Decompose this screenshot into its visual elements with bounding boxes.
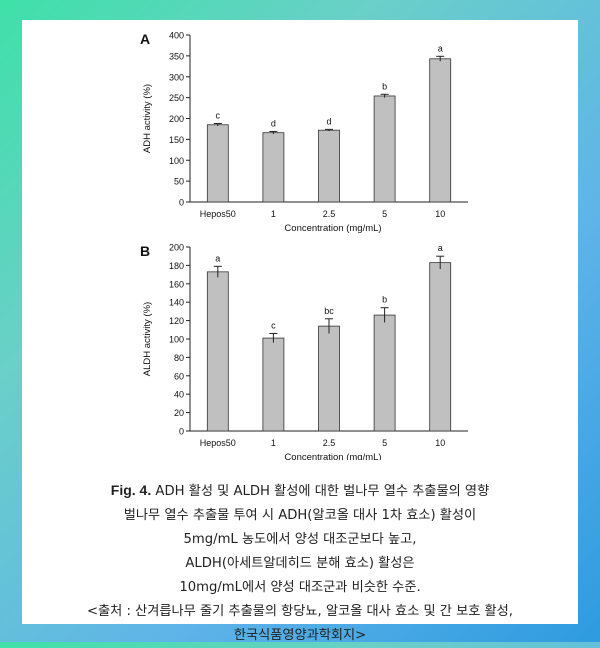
panel-label: A [140,31,150,47]
figure-label: Fig. 4. [110,482,152,498]
y-tick-label: 200 [169,114,184,124]
x-tick-label: Hepos50 [200,209,236,219]
bar [206,124,229,203]
x-tick-label: 10 [435,209,445,219]
caption-source-line: 한국식품영양과학회지> [233,628,367,643]
bar [206,271,229,432]
y-tick-label: 0 [179,427,184,437]
y-tick-label: 200 [169,243,184,253]
bar [318,129,340,203]
significance-letter: d [326,116,331,126]
significance-letter: a [438,243,443,253]
caption-title: ADH 활성 및 ALDH 활성에 대한 벌나무 열수 추출물의 영향 [151,484,490,499]
significance-letter: bc [324,306,334,316]
bar [262,337,285,432]
x-tick-label: 1 [271,438,276,448]
x-axis-title: Concentration (mg/mL) [284,223,381,234]
panel-label: B [140,243,150,259]
bar [429,262,452,432]
y-tick-label: 0 [179,198,184,208]
significance-letter: a [438,43,443,53]
bar [262,132,285,203]
y-tick-label: 100 [169,335,184,345]
y-tick-label: 250 [169,93,184,103]
y-tick-label: 150 [169,135,184,145]
caption-title-line: Fig. 4. ADH 활성 및 ALDH 활성에 대한 벌나무 열수 추출물의… [22,478,578,504]
y-tick-label: 80 [174,353,184,363]
figure-caption: Fig. 4. ADH 활성 및 ALDH 활성에 대한 벌나무 열수 추출물의… [22,478,578,648]
x-tick-label: 5 [382,438,387,448]
significance-letter: b [382,81,387,91]
y-tick-label: 400 [169,31,184,41]
y-tick-label: 300 [169,72,184,82]
bar [373,314,396,432]
y-tick-label: 100 [169,156,184,166]
y-axis-title: ADH activity (%) [142,84,153,153]
significance-letter: a [215,253,220,263]
y-tick-label: 50 [174,177,184,187]
significance-letter: d [271,118,276,128]
x-tick-label: 2.5 [323,438,336,448]
bar [373,95,396,203]
y-axis-title: ALDH activity (%) [142,302,153,376]
significance-letter: b [382,295,387,305]
y-tick-label: 60 [174,371,184,381]
significance-letter: c [271,320,276,330]
x-tick-label: 1 [271,209,276,219]
caption-line: 벌나무 열수 추출물 투여 시 ADH(알코올 대사 1차 효소) 활성이 [123,508,477,523]
y-tick-label: 350 [169,51,184,61]
caption-source-line: <출처 : 산겨릅나무 줄기 추출물의 항당뇨, 알코올 대사 효소 및 간 보… [86,604,514,619]
y-tick-label: 40 [174,390,184,400]
x-tick-label: 10 [435,438,445,448]
bar [429,58,452,203]
caption-line: 5mg/mL 농도에서 양성 대조군보다 높고, [183,532,417,547]
figure-card: A 0 50 100 150 200 250 300 350 400 ADH activity (%… [22,20,578,643]
y-tick-label: 120 [169,316,184,326]
caption-line: 10mg/mL에서 양성 대조군과 비슷한 수준. [179,580,421,595]
caption-line: ALDH(아세트알데히드 분해 효소) 활성은 [185,556,415,571]
significance-letter: c [216,111,221,121]
y-tick-label: 180 [169,261,184,271]
y-tick-label: 20 [174,408,184,418]
x-tick-label: 5 [382,209,387,219]
x-tick-label: Hepos50 [200,438,236,448]
y-tick-label: 140 [169,298,184,308]
y-tick-label: 160 [169,279,184,289]
x-axis-title: Concentration (mg/mL) [284,452,381,460]
bar [318,325,340,432]
x-tick-label: 2.5 [323,209,336,219]
